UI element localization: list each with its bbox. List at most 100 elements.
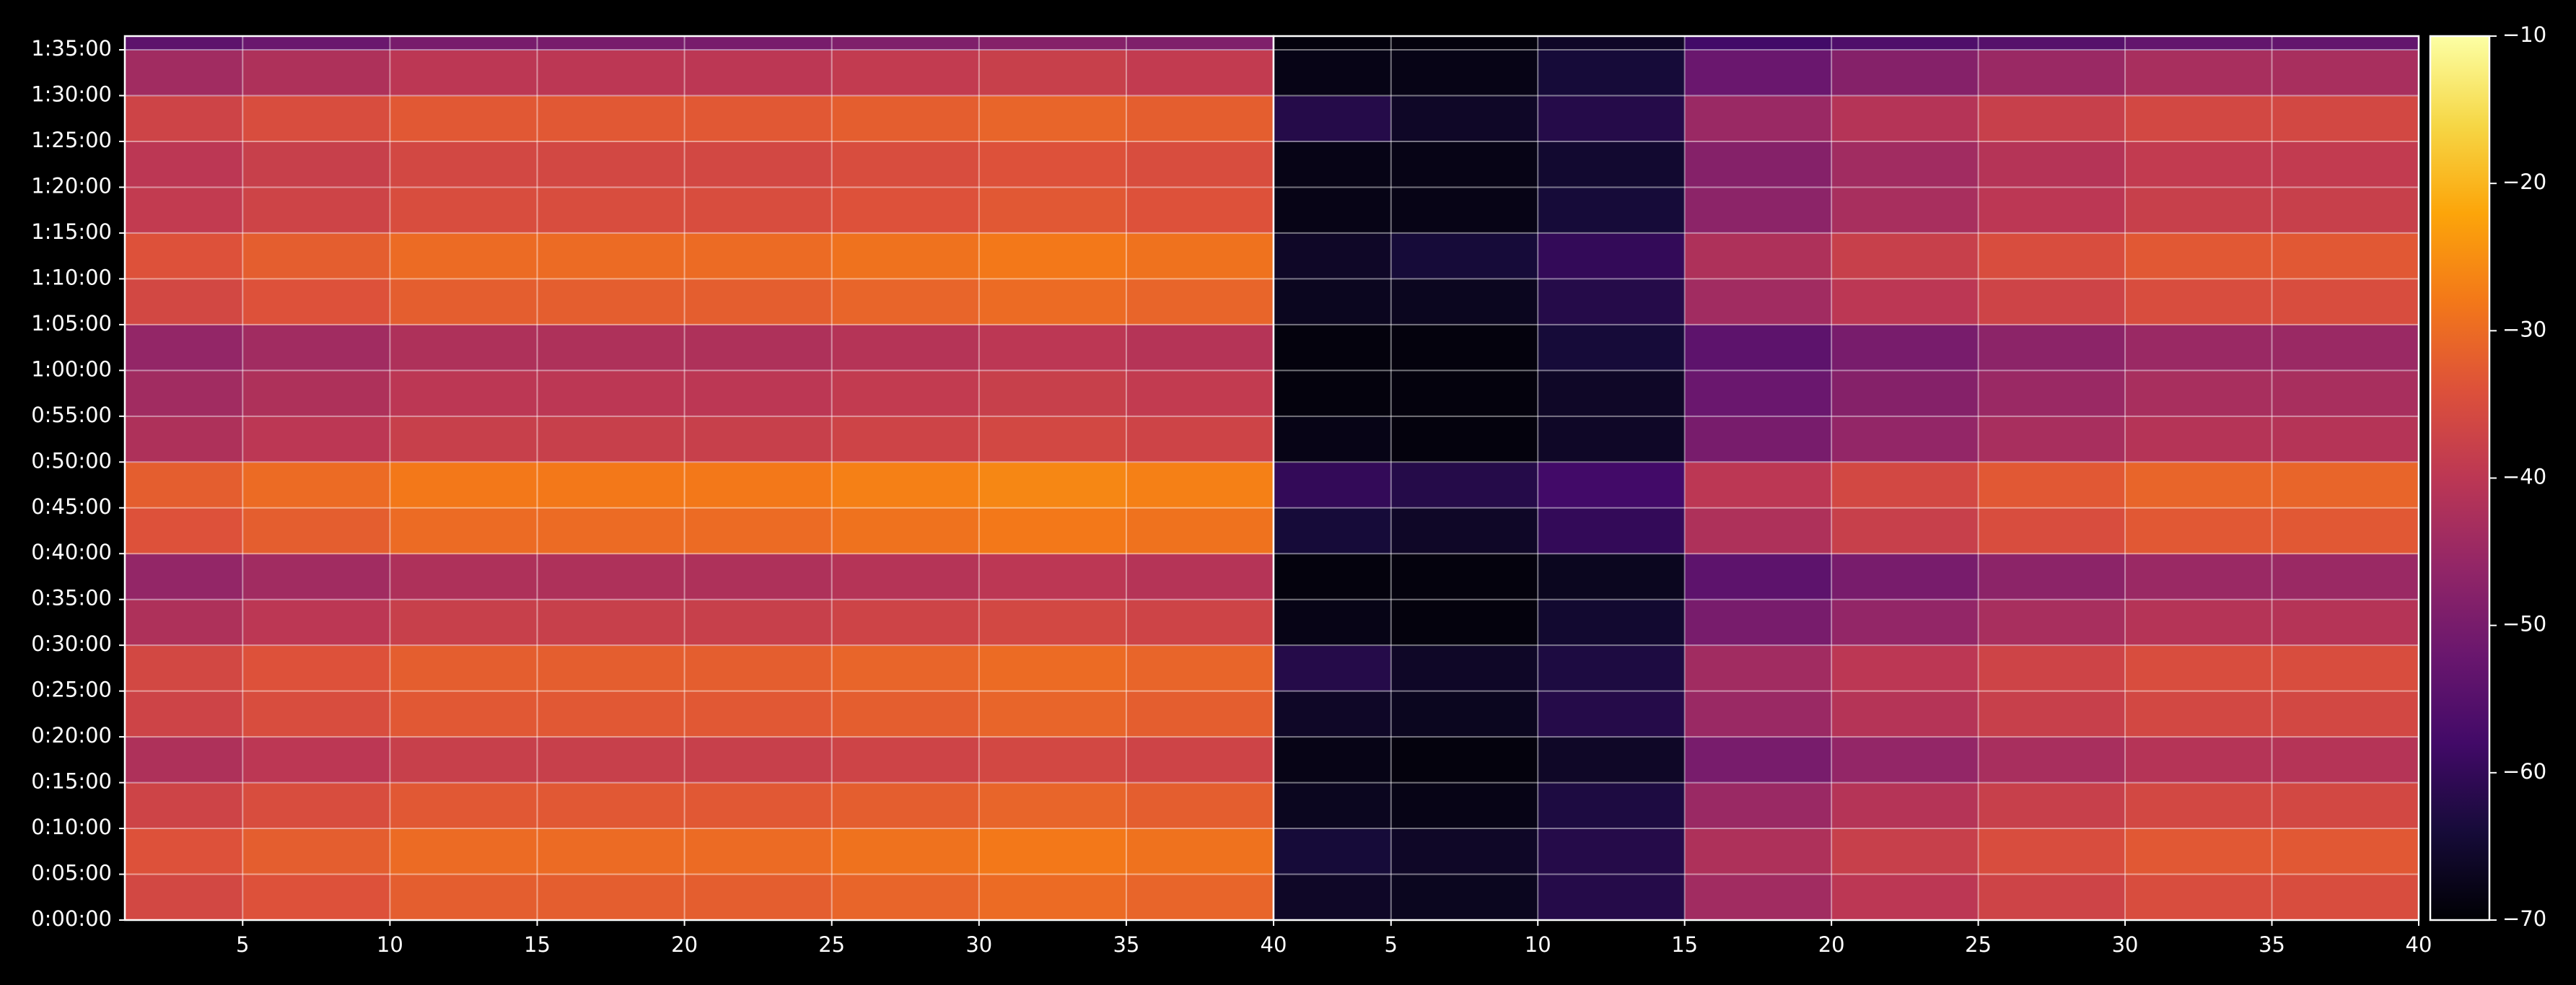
heatmap-cell xyxy=(1126,95,1274,142)
heatmap-cell xyxy=(684,828,833,875)
heatmap-cell xyxy=(2125,507,2273,554)
heatmap-cell xyxy=(390,599,538,646)
heatmap-cell xyxy=(1538,141,1686,188)
heatmap-cell xyxy=(978,187,1127,234)
heatmap-cell xyxy=(1538,416,1686,463)
colorbar-tick-label: −20 xyxy=(2502,170,2546,194)
heatmap-cell xyxy=(2125,141,2273,188)
axes-frame xyxy=(1272,35,2420,921)
heatmap-cell xyxy=(537,828,685,875)
heatmap-cell xyxy=(831,828,980,875)
heatmap-cell xyxy=(831,279,980,325)
heatmap-cell xyxy=(1274,416,1392,463)
heatmap-cell xyxy=(1126,279,1274,325)
heatmap-cell xyxy=(125,737,243,784)
heatmap-cell xyxy=(1390,324,1538,371)
heatmap-cell xyxy=(1684,782,1832,829)
heatmap-cell xyxy=(1831,416,1979,463)
heatmap-cell xyxy=(684,782,833,829)
heatmap-cell xyxy=(2125,645,2273,692)
heatmap-cell xyxy=(831,645,980,692)
heatmap-cell xyxy=(1684,737,1832,784)
heatmap-cell xyxy=(1978,645,2126,692)
heatmap-cell xyxy=(1538,95,1686,142)
x-tick-label: 10 xyxy=(1525,932,1551,957)
heatmap-cell xyxy=(2125,599,2273,646)
heatmap-cell xyxy=(684,599,833,646)
heatmap-cell xyxy=(978,737,1127,784)
heatmap-cell xyxy=(1831,36,1979,51)
heatmap-cell xyxy=(1684,599,1832,646)
heatmap-cell xyxy=(1126,599,1274,646)
heatmap-cell xyxy=(684,691,833,737)
heatmap-cell xyxy=(125,691,243,737)
heatmap-cell xyxy=(242,416,390,463)
heatmap-cell xyxy=(1684,691,1832,737)
heatmap-cell xyxy=(390,874,538,921)
heatmap-cell xyxy=(978,95,1127,142)
heatmap-cell xyxy=(537,874,685,921)
heatmap-cell xyxy=(242,599,390,646)
heatmap-cell xyxy=(390,737,538,784)
heatmap-cell xyxy=(390,691,538,737)
heatmap-cell xyxy=(684,279,833,325)
heatmap-cell xyxy=(1538,874,1686,921)
heatmap-cell xyxy=(1126,828,1274,875)
heatmap-cell xyxy=(390,370,538,417)
heatmap-cell xyxy=(1390,141,1538,188)
heatmap-cell xyxy=(390,232,538,279)
heatmap-cell xyxy=(684,324,833,371)
heatmap-cell xyxy=(1274,370,1392,417)
heatmap-cell xyxy=(1978,50,2126,97)
heatmap-cell xyxy=(1538,279,1686,325)
heatmap-cell xyxy=(1831,553,1979,600)
heatmap-cell xyxy=(1978,187,2126,234)
heatmap-cell xyxy=(1126,645,1274,692)
heatmap-cell xyxy=(1538,50,1686,97)
heatmap-cell xyxy=(1390,370,1538,417)
heatmap-cell xyxy=(537,691,685,737)
heatmap-cell xyxy=(125,36,243,51)
heatmap-cell xyxy=(1274,232,1392,279)
heatmap-cell xyxy=(1126,416,1274,463)
x-tick-label: 35 xyxy=(2259,932,2285,957)
x-tick-label: 20 xyxy=(1818,932,1845,957)
heatmap-cell xyxy=(1274,187,1392,234)
heatmap-cell xyxy=(1390,95,1538,142)
heatmap-cell xyxy=(242,553,390,600)
y-tick-label: 1:15:00 xyxy=(31,219,112,244)
heatmap-cell xyxy=(125,416,243,463)
heatmap-cell xyxy=(2125,553,2273,600)
heatmap-cell xyxy=(1978,553,2126,600)
heatmap-cell xyxy=(242,691,390,737)
heatmap-cell xyxy=(1274,50,1392,97)
heatmap-cell xyxy=(1684,141,1832,188)
heatmap-cell xyxy=(2125,50,2273,97)
y-tick-label: 1:30:00 xyxy=(31,82,112,107)
x-tick-label: 15 xyxy=(524,932,551,957)
heatmap-cell xyxy=(1978,324,2126,371)
heatmap-cell xyxy=(242,324,390,371)
heatmap-cell xyxy=(684,370,833,417)
heatmap-cell xyxy=(684,553,833,600)
heatmap-cell xyxy=(1831,187,1979,234)
heatmap-cell xyxy=(537,187,685,234)
heatmap-cell xyxy=(1538,462,1686,509)
y-tick-label: 0:40:00 xyxy=(31,540,112,564)
heatmap-cell xyxy=(978,507,1127,554)
heatmap-cell xyxy=(242,782,390,829)
heatmap-cell xyxy=(2271,507,2419,554)
heatmap-cell xyxy=(537,416,685,463)
heatmap-cell xyxy=(537,737,685,784)
heatmap-cell xyxy=(537,95,685,142)
heatmap-cell xyxy=(1126,36,1274,51)
heatmap-cell xyxy=(2271,36,2419,51)
heatmap-cell xyxy=(537,553,685,600)
heatmap-cell xyxy=(390,187,538,234)
heatmap-cell xyxy=(390,645,538,692)
heatmap-cell xyxy=(1538,507,1686,554)
heatmap-cell xyxy=(1390,691,1538,737)
heatmap-cell xyxy=(2125,324,2273,371)
heatmap-cell xyxy=(1390,782,1538,829)
colorbar-tick-label: −30 xyxy=(2502,317,2546,341)
